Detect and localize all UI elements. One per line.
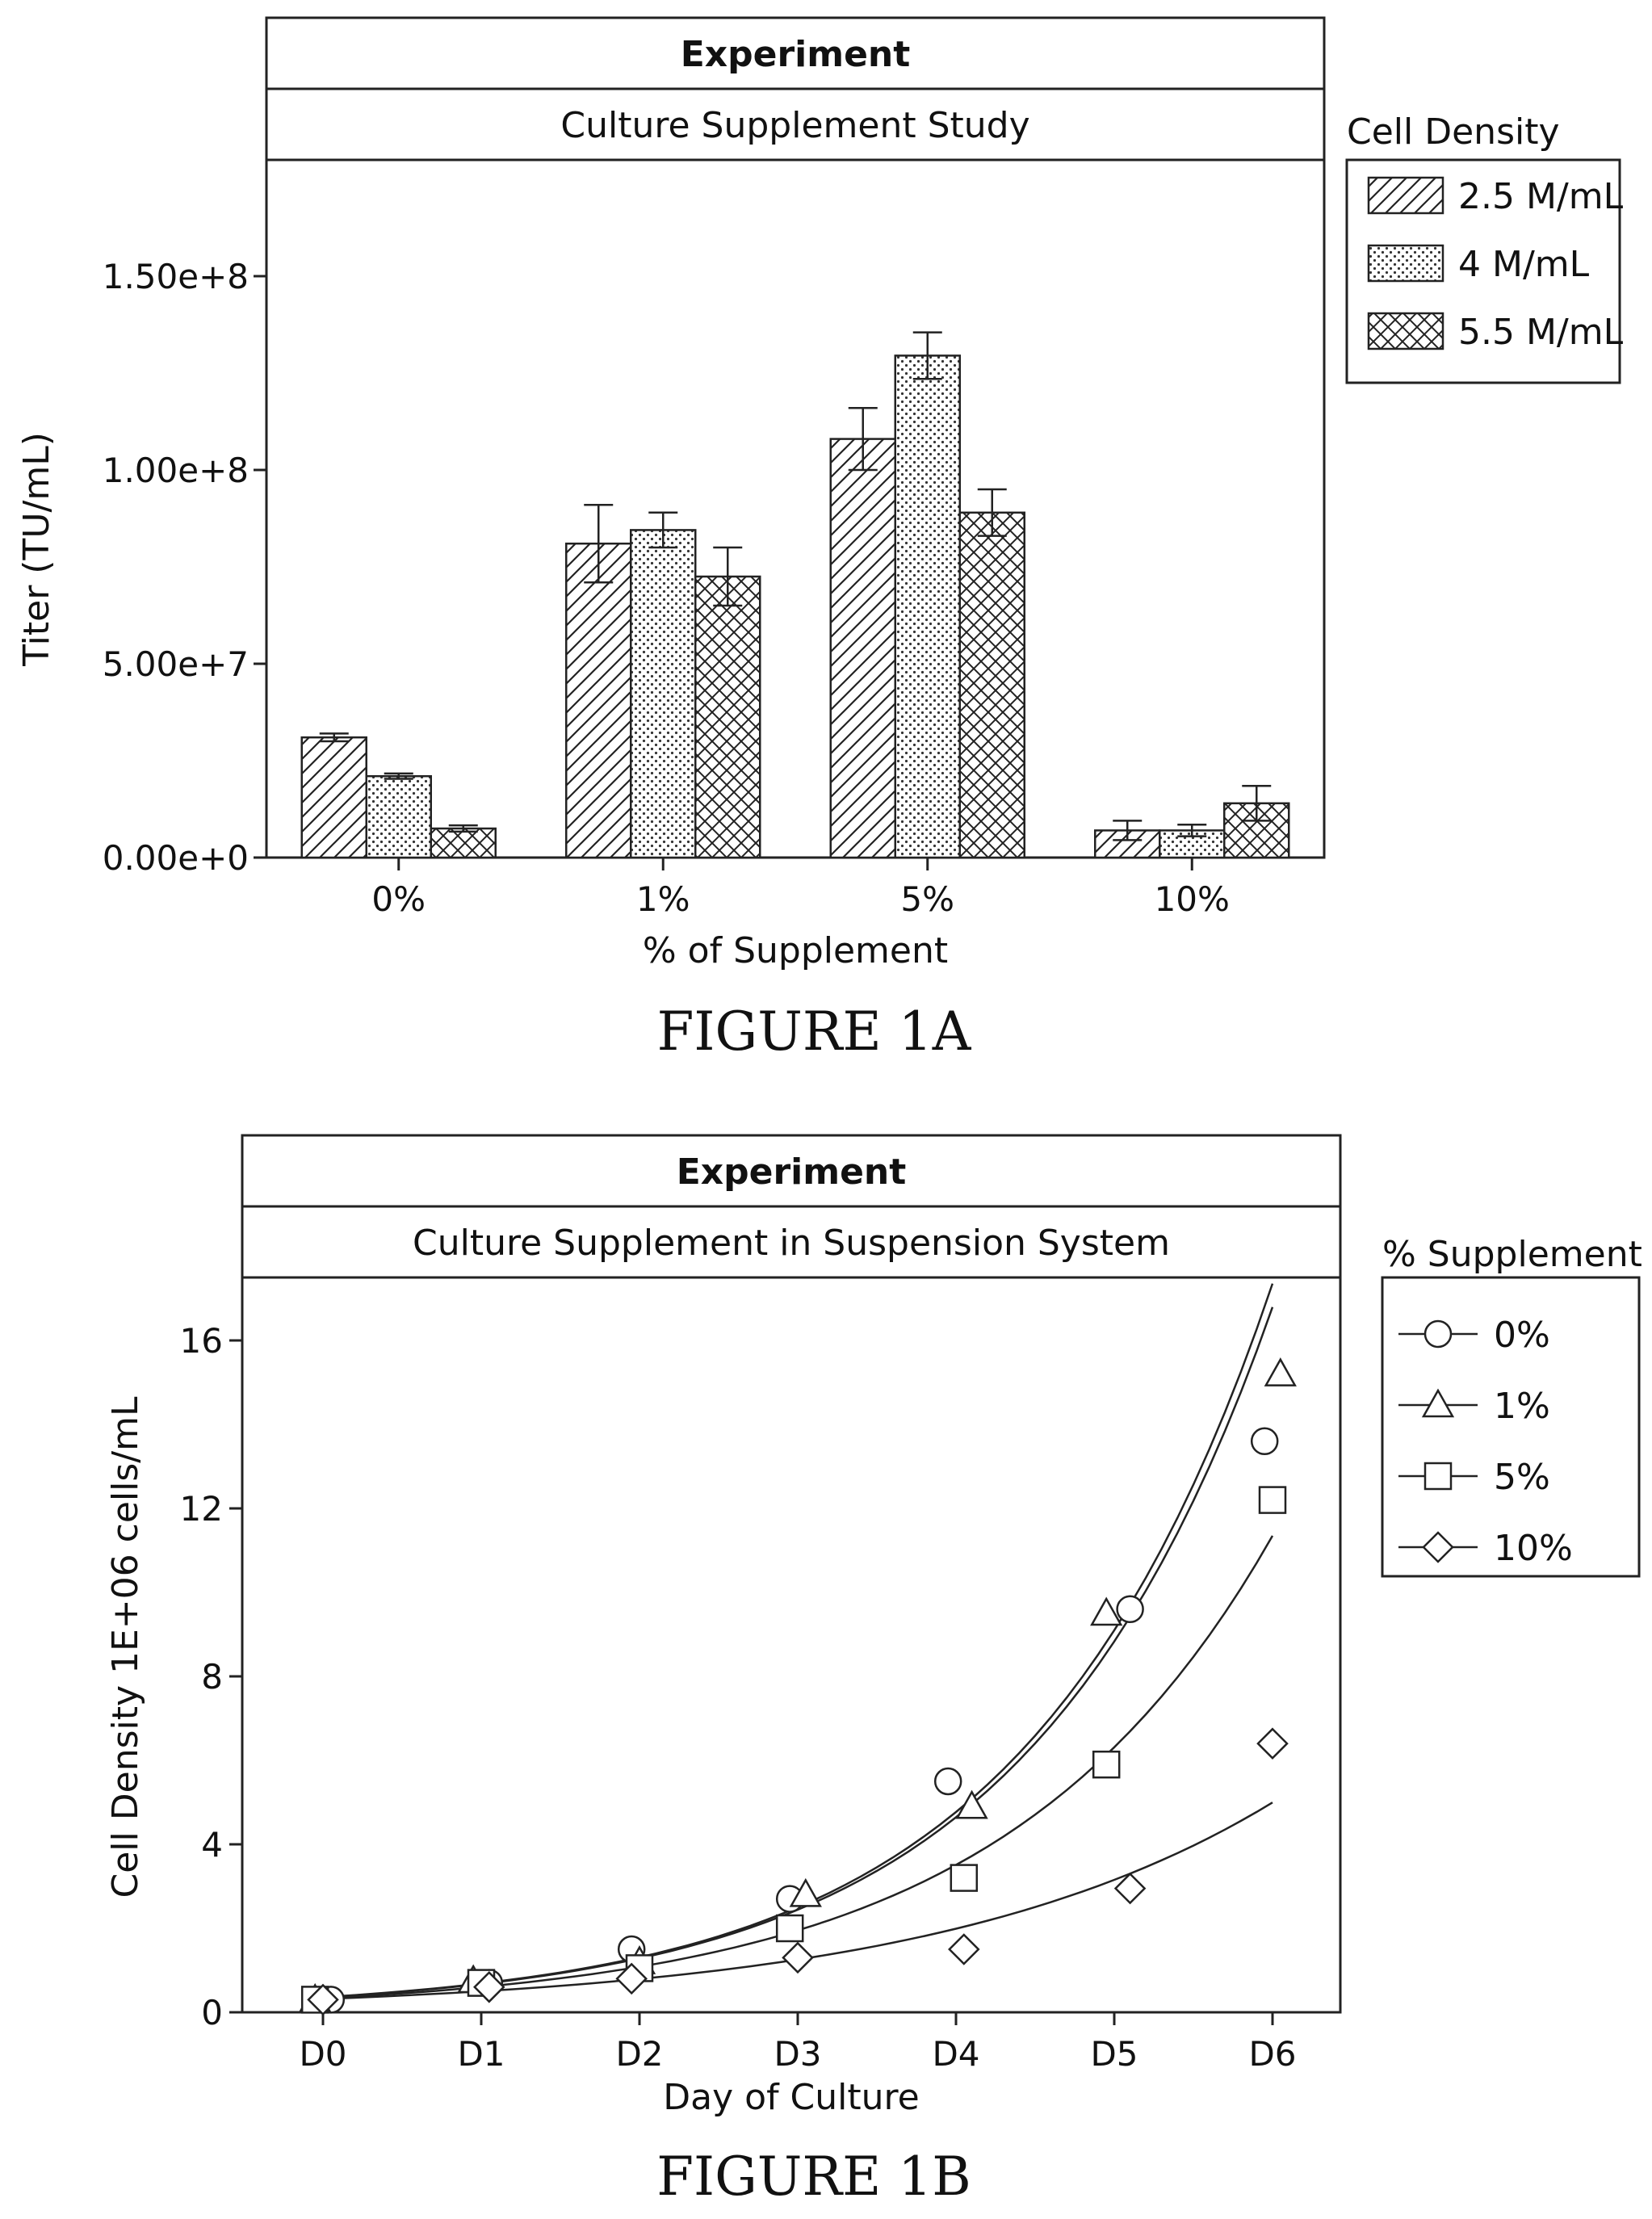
figure-1a-label: FIGURE 1A [657,1000,972,1063]
chart-1a-legend-swatch [1367,312,1444,350]
chart-1b-point [615,1962,648,1995]
chart-1b-point [1258,1486,1287,1514]
chart-1b-point [1250,1427,1279,1456]
chart-1b-point [948,1933,980,1965]
chart-1a-ytick-label: 1.00e+8 [103,451,249,490]
chart-1b-legend-label: 1% [1494,1386,1550,1427]
chart-1a-ytick-label: 0.00e+0 [103,838,249,878]
chart-1b-point [1092,1750,1121,1779]
chart-1a-xlabel: % of Supplement [643,930,948,971]
chart-1a-header: Experiment [681,34,911,75]
chart-1b-xlabel: Day of Culture [663,2077,919,2118]
chart-1b-legend-marker [1423,1319,1453,1349]
chart-1a-xtick-label: 1% [636,879,690,919]
chart-1b-point [782,1941,814,1974]
chart-1b-point [1116,1595,1144,1624]
chart-1a-legend-label: 5.5 M/mL [1458,312,1624,353]
chart-1b-legend-label: 10% [1494,1528,1573,1569]
chart-1a-title-box [265,87,1326,161]
chart-1b-point [775,1914,804,1943]
chart-1b-xtick-label: D4 [932,2034,979,2074]
chart-1b-title: Culture Supplement in Suspension System [413,1223,1170,1264]
chart-1b-point [1113,1872,1147,1905]
chart-1b-ytick-label: 0 [201,1993,223,2032]
chart-1b-ytick-label: 16 [180,1321,223,1361]
chart-1b-point [1264,1357,1297,1386]
chart-1a-legend-label: 4 M/mL [1458,244,1590,285]
chart-1b-header-box [241,1134,1342,1208]
chart-1a-xtick-label: 5% [900,879,954,919]
chart-1b-point [1090,1596,1123,1626]
chart-1a-plot-area [265,158,1326,859]
chart-1b-ytick-label: 12 [180,1489,223,1529]
chart-1b-header: Experiment [677,1151,907,1193]
chart-1b-xtick-label: D0 [299,2034,346,2074]
chart-1a-bar [300,736,367,859]
chart-1b-point [307,1983,339,2016]
chart-1a-ytick-label: 5.00e+7 [103,644,249,684]
chart-1b-ytick-label: 4 [201,1825,223,1865]
chart-1a-bar [829,438,896,859]
chart-1b-legend-title: % Supplement [1382,1234,1642,1275]
chart-1a-xtick-label: 10% [1155,879,1230,919]
chart-1b-xtick-label: D1 [457,2034,505,2074]
chart-1b-point [473,1971,505,2003]
chart-1a-bar [694,575,761,859]
chart-1b-legend-label: 0% [1494,1315,1550,1356]
chart-1a-legend-swatch [1367,176,1444,215]
chart-1a-ylabel: Titer (TU/mL) [16,432,57,667]
chart-1a-legend-title: Cell Density [1347,111,1560,153]
chart-1a-bar [894,354,961,859]
chart-1b-point [933,1767,962,1796]
chart-1a: Experiment Culture Supplement Study 0.00… [16,16,1624,1063]
chart-1b-xtick-label: D6 [1248,2034,1296,2074]
chart-1a-bar [565,542,632,859]
chart-1a-title: Culture Supplement Study [560,105,1029,146]
chart-1a-bar [958,511,1025,859]
chart-1b-xtick-label: D5 [1090,2034,1138,2074]
chart-1b-point [789,1877,822,1907]
chart-1a-legend-label: 2.5 M/mL [1458,176,1624,217]
chart-1a-legend-swatch [1367,244,1444,283]
chart-1b-point [955,1789,988,1819]
chart-1a-header-box [265,16,1326,90]
chart-1b-legend-label: 5% [1494,1457,1550,1498]
chart-1a-bar [430,827,497,859]
chart-1a-xtick-label: 0% [371,879,426,919]
chart-1a-bar [630,529,697,859]
chart-1b-xtick-label: D2 [615,2034,663,2074]
chart-1b-xtick-label: D3 [774,2034,821,2074]
chart-1b-title-box [241,1205,1342,1279]
chart-1b-legend-marker [1421,1388,1455,1418]
chart-1b-ylabel: Cell Density 1E+06 cells/mL [105,1396,146,1898]
chart-1b-legend-box [1381,1276,1641,1578]
chart-1b-legend-marker [1423,1462,1453,1491]
chart-1b-point [1256,1727,1289,1760]
figure-1b-label: FIGURE 1B [656,2146,971,2208]
chart-1b-ytick-label: 8 [201,1657,223,1697]
chart-1b-legend-marker [1422,1531,1454,1563]
chart-1a-bar [365,774,432,859]
chart-1b: Experiment Culture Supplement in Suspens… [105,1134,1642,2208]
chart-1a-ytick-label: 1.50e+8 [103,257,249,296]
chart-1b-point [950,1864,979,1892]
